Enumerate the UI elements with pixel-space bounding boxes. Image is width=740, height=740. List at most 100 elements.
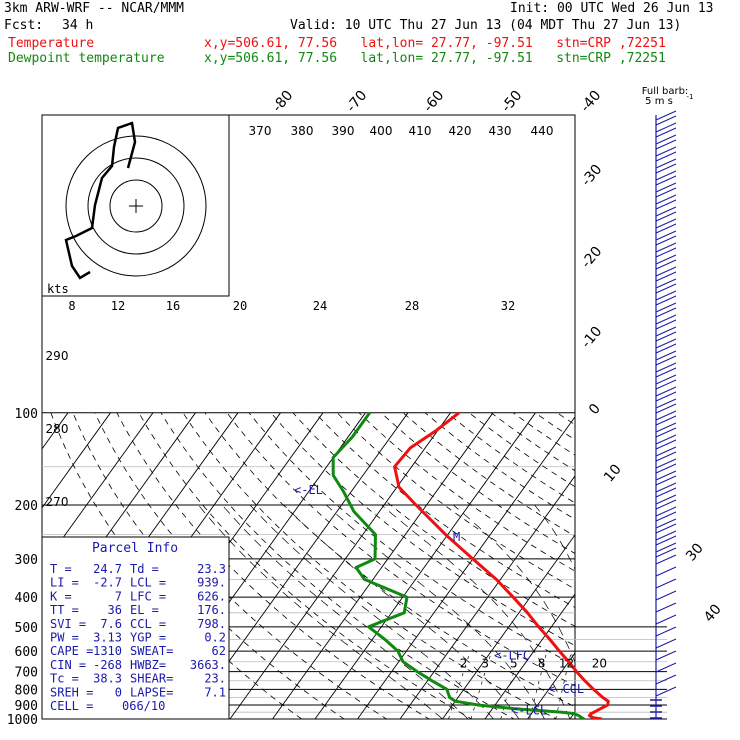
marker-label: M (453, 530, 460, 544)
isotherm-line (272, 412, 494, 719)
moist-adiabat (283, 504, 520, 719)
parcel-left-value: 7 (115, 589, 122, 603)
wind-barb (655, 470, 677, 481)
parcel-left-value: 36 (108, 603, 122, 617)
dewpoint-location-info: x,y=506.61, 77.56 lat,lon= 27.77, -97.51… (204, 51, 666, 66)
hodograph-trace (64, 121, 137, 280)
isotherm-line (229, 412, 451, 719)
wind-barb (655, 379, 677, 390)
parcel-left-value: 066/10 (122, 699, 165, 713)
mixing-ratio-label: 20 (592, 657, 607, 671)
mixing-ratio-line (500, 650, 521, 719)
moist-adiabat (381, 504, 571, 719)
parcel-info-title: Parcel Info (92, 541, 178, 556)
parcel-left-key: CAPE = (50, 644, 93, 658)
wind-barb (655, 686, 677, 697)
wind-barb (655, 374, 677, 385)
parcel-right-key: YGP = (130, 631, 166, 645)
wind-barb (655, 662, 677, 673)
valid-time: Valid: 10 UTC Thu 27 Jun 13 (04 MDT Thu … (290, 18, 682, 33)
wind-barb (655, 331, 677, 342)
wind-barb (655, 650, 677, 661)
parcel-left-value: 3.13 (93, 631, 122, 645)
marker-label: <-EL (294, 483, 323, 497)
parcel-right-value: 23.3 (197, 562, 226, 576)
wind-barb (655, 319, 677, 330)
wind-barb (655, 278, 677, 289)
parcel-left-key: Tc = (50, 672, 79, 686)
dry-adiabat (204, 412, 575, 708)
dry-adiabat (534, 412, 575, 441)
wind-barb (655, 463, 677, 474)
wind-barb (655, 350, 677, 361)
parcel-right-value: 3663. (190, 658, 226, 672)
wind-barb (655, 175, 677, 186)
wind-barb (655, 158, 677, 169)
isotherm-label: 30 (683, 540, 707, 564)
wind-barb (655, 170, 677, 181)
wind-barb (655, 362, 677, 373)
wind-barb (655, 386, 677, 397)
parcel-left-key: LI = (50, 576, 79, 590)
theta-e-label: 400 (370, 124, 393, 138)
parcel-left-key: CELL = (50, 699, 93, 713)
wind-barb (655, 451, 677, 462)
wind-barbs (650, 110, 677, 719)
wind-speed-label: 20 (233, 299, 247, 313)
dry-adiabat (380, 412, 575, 554)
parcel-left-value: 0 (115, 685, 122, 699)
wind-barb (655, 259, 677, 270)
parcel-right-key: Td = (130, 562, 159, 576)
wind-barb (655, 247, 677, 258)
isotherm-label: -50 (498, 88, 525, 116)
barb-legend-title: Full barb: (642, 86, 689, 97)
mixing-ratio-line (555, 651, 572, 719)
parcel-left-key: K = (50, 589, 72, 603)
wind-barb (655, 446, 677, 457)
wind-barb (655, 511, 677, 522)
wind-barb (655, 475, 677, 486)
dry-adiabat (270, 412, 575, 647)
parcel-right-value: 62 (212, 644, 226, 658)
isotherm-line (314, 412, 536, 719)
temperature-legend-label: Temperature (8, 36, 95, 51)
dry-adiabat (226, 412, 575, 687)
isotherm-label: -70 (343, 88, 370, 116)
wind-barb (655, 614, 677, 625)
parcel-left-value: -2.7 (93, 576, 122, 590)
wind-barb (655, 115, 677, 126)
pressure-label: 800 (15, 683, 38, 698)
wind-barb (655, 434, 677, 445)
wind-barb (655, 427, 677, 438)
parcel-left-value: 38.3 (93, 672, 122, 686)
hodograph-ring (109, 179, 163, 233)
isotherm-label: -10 (578, 324, 605, 352)
parcel-info-box: Parcel Info T = 24.7 Td = 23.3 LI = -2.7 LCL = 9… (41, 536, 230, 720)
wind-barb (655, 194, 677, 205)
mixing-ratio-label: 12 (559, 657, 574, 671)
parcel-left-key: SVI = (50, 617, 86, 631)
theta-e-label: 410 (409, 124, 432, 138)
wind-barb (655, 127, 677, 138)
forecast-hour: 34 h (62, 18, 94, 33)
parcel-right-value: 176. (197, 603, 226, 617)
parcel-left-key: PW = (50, 631, 79, 645)
parcel-left-key: CIN = (50, 658, 86, 672)
wind-barb (655, 439, 677, 450)
dry-adiabat (248, 412, 575, 666)
theta-side-label: 270 (46, 495, 69, 509)
wind-speed-label: 32 (501, 299, 515, 313)
pressure-label: 100 (15, 407, 38, 422)
wind-speed-label: 8 (68, 299, 75, 313)
mixing-ratio-label: 2 (460, 657, 468, 671)
parcel-left-value: 7.6 (100, 617, 122, 631)
wind-barb (655, 343, 677, 354)
moist-adiabat (326, 504, 545, 719)
isotherm-line (357, 416, 575, 719)
wind-barb (655, 187, 677, 198)
wind-speed-label: 28 (405, 299, 419, 313)
marker-label: <-LFC (494, 649, 530, 663)
wind-barb (655, 367, 677, 378)
parcel-right-value: 7.1 (204, 685, 226, 699)
